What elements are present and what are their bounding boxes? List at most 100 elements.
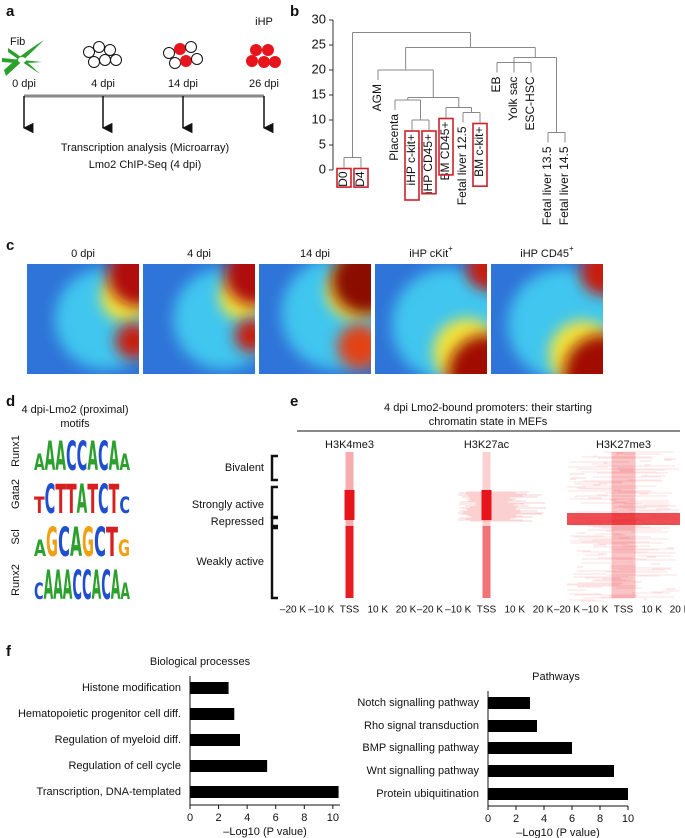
panel-label: d [6, 393, 15, 410]
map-label-sup: + [448, 244, 453, 253]
y-tick-label: Transcription, DNA-templated [37, 786, 181, 798]
state-label: Weakly active [196, 556, 264, 568]
x-tick-label: TSS [477, 605, 497, 616]
highlight-box [353, 167, 369, 188]
heatmap-signal [482, 526, 491, 598]
map-label: 0 dpi [71, 248, 95, 260]
map-label-sup: + [569, 244, 574, 253]
leaf-label: ESC-HSC [523, 76, 537, 130]
bracket [270, 516, 278, 528]
y-tick-label: Rho signal transduction [364, 720, 479, 732]
state-label: Bivalent [225, 462, 264, 474]
bar [190, 708, 235, 720]
x-tick-label: 2 [216, 812, 222, 824]
motif-letter: G [82, 520, 94, 566]
leaf-label: Fetal liver 14.5 [557, 146, 571, 225]
cell [93, 41, 105, 53]
motif-letter: A [34, 537, 46, 562]
heatmap-signal [611, 452, 636, 598]
x-tick-label: 2 [513, 813, 519, 825]
motif-letter: A [53, 563, 63, 609]
heatmap-signal [481, 490, 492, 520]
motif-letter: C [94, 520, 106, 566]
x-tick-label: –20 K [280, 605, 306, 616]
analysis-label: Lmo2 ChIP-Seq (4 dpi) [89, 159, 202, 171]
x-tick-label: 8 [301, 812, 307, 824]
heatmap-header: H3K27me3 [596, 439, 651, 451]
map-region [466, 264, 487, 290]
map-region [115, 323, 139, 359]
leaf-label: D4 [353, 171, 367, 187]
map-region [107, 264, 139, 307]
x-tick-label: 10 [327, 812, 339, 824]
x-tick-label: 0 [187, 812, 193, 824]
heatmap [457, 452, 546, 598]
map-label: iHP cKit+ [409, 244, 453, 260]
som-map [375, 264, 487, 374]
x-tick-label: 6 [273, 812, 279, 824]
map-label: 14 dpi [300, 248, 330, 260]
heatmap-signal [567, 513, 680, 525]
motif-letter: C [66, 434, 77, 480]
highlight-box [472, 122, 488, 188]
heatmap-header: H3K27ac [464, 439, 510, 451]
bar [190, 734, 240, 746]
cell [88, 56, 100, 68]
cell [246, 55, 258, 67]
motif-letter: A [70, 520, 82, 566]
cell [169, 57, 181, 69]
chart-title: Pathways [532, 671, 580, 683]
bar [488, 765, 614, 777]
y-tick-label: 30 [312, 11, 326, 26]
motif-name: Runx2 [10, 564, 22, 596]
motif-letter: T [109, 477, 120, 523]
x-axis-title: –Log10 (P value) [516, 827, 600, 838]
leaf-label: BM CD45+ [438, 122, 452, 181]
motif-letter: C [72, 563, 82, 609]
x-tick-label: TSS [614, 605, 634, 616]
panel-label: f [6, 643, 12, 660]
x-tick-label: –10 K [308, 605, 334, 616]
y-tick-label: Hematopoietic progenitor cell diff. [18, 708, 181, 720]
motif-letter: A [34, 451, 45, 476]
x-tick-label: 10 [622, 813, 634, 825]
motif-letter: A [109, 434, 120, 480]
map-region [580, 264, 603, 296]
motif-letter: A [55, 434, 66, 480]
motif-letter: T [34, 494, 45, 519]
cell [258, 56, 270, 68]
cell [262, 44, 274, 56]
x-tick-label: –10 K [445, 605, 471, 616]
start-label: Fib [10, 36, 25, 48]
leaf-label: BM c-kit+ [472, 127, 486, 177]
motif-letter: C [98, 477, 109, 523]
cell [185, 41, 197, 53]
cell [180, 55, 192, 67]
motif-letter: G [118, 537, 130, 562]
heatmap-title: chromatin state in MEFs [429, 416, 548, 428]
bar-chart: Pathways 0 2 4 6 8 10 –Log10 (P value) Notch sig… [357, 671, 634, 838]
motif-title: 4 dpi-Lmo2 (proximal) [22, 404, 129, 416]
bar [488, 697, 530, 709]
bar [190, 786, 339, 798]
motif-letter: A [119, 451, 130, 476]
chart-title: Biological processes [150, 656, 251, 668]
motif-letter: C [77, 434, 88, 480]
motif-letter: C [58, 520, 70, 566]
timepoint-label: 0 dpi [12, 78, 36, 90]
map-label-text: 14 dpi [300, 248, 330, 260]
map-region [337, 324, 371, 369]
y-tick-label: 25 [312, 36, 326, 51]
heatmap-signal [345, 452, 354, 598]
panel-label: e [290, 393, 298, 410]
motif-letter: A [77, 477, 88, 523]
motif-letter: T [55, 477, 66, 523]
heatmap-signal [344, 490, 355, 520]
nucleus [18, 57, 26, 63]
leaf-label: iHP c-kit+ [404, 134, 418, 185]
panel-label: c [6, 237, 14, 254]
motif-letter: A [120, 580, 130, 605]
heatmap-signal [345, 526, 354, 598]
motif-name: Scl [10, 529, 22, 544]
